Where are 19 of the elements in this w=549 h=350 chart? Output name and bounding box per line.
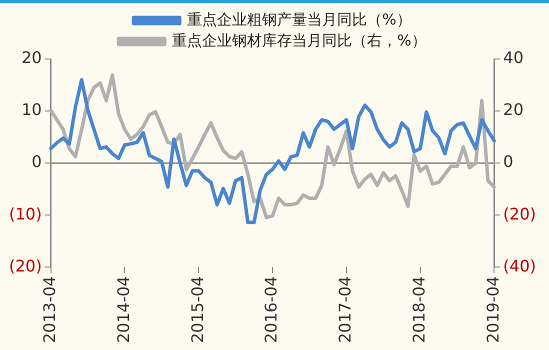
y2-tick-label: 40 <box>503 48 524 68</box>
y-tick-label: (20) <box>9 256 42 276</box>
x-tick-label: 2013-04 <box>40 276 59 344</box>
y-tick-label: (10) <box>9 204 42 224</box>
x-tick-label: 2019-04 <box>483 276 502 344</box>
y2-tick-label: (40) <box>503 256 536 276</box>
y-tick-label: 0 <box>32 152 42 172</box>
y-tick-label: 20 <box>21 48 42 68</box>
y2-tick-label: 0 <box>503 152 514 172</box>
x-tick-label: 2014-04 <box>114 276 133 344</box>
x-tick-label: 2015-04 <box>188 276 207 344</box>
y2-tick-label: (20) <box>503 204 536 224</box>
legend-label: 重点企业钢材库存当月同比（右，%） <box>172 31 426 50</box>
legend-label: 重点企业粗钢产量当月同比（%） <box>187 10 412 28</box>
y2-tick-label: 20 <box>503 100 524 120</box>
y-tick-label: 10 <box>21 100 42 120</box>
x-tick-label: 2017-04 <box>336 276 355 344</box>
x-tick-label: 2016-04 <box>262 276 281 344</box>
x-tick-label: 2018-04 <box>409 276 428 344</box>
